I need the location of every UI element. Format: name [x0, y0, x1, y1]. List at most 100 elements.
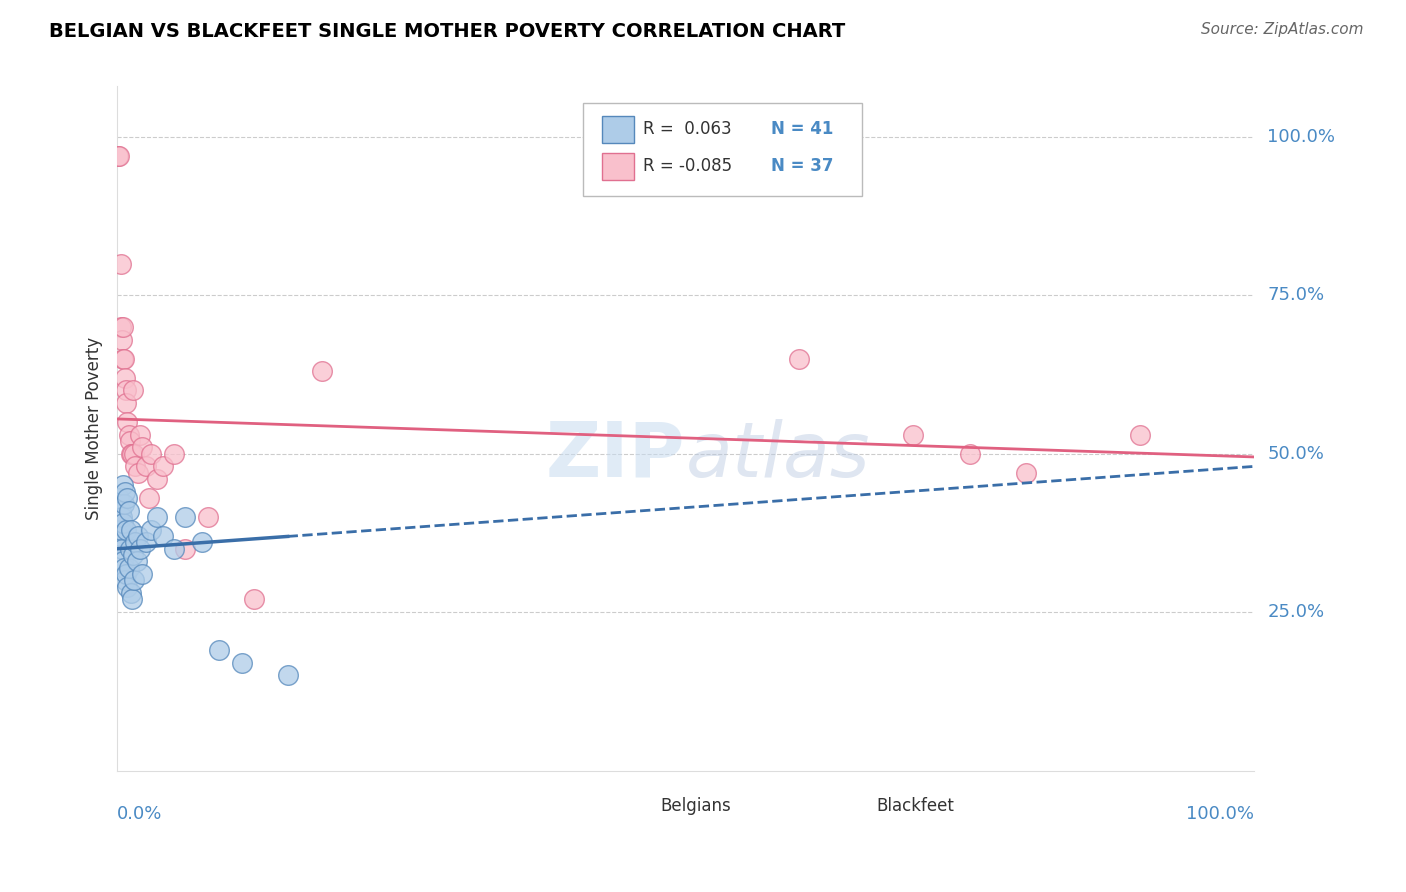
Point — [127, 466, 149, 480]
Point — [787, 351, 810, 366]
Point — [115, 567, 138, 582]
Point — [120, 523, 142, 537]
FancyBboxPatch shape — [583, 103, 862, 196]
Point — [115, 396, 138, 410]
Text: atlas: atlas — [686, 419, 870, 492]
Point — [129, 541, 152, 556]
Point — [110, 523, 132, 537]
Point — [111, 541, 134, 556]
Point — [111, 478, 134, 492]
Point — [163, 541, 186, 556]
Point — [117, 415, 139, 429]
Point — [120, 447, 142, 461]
Point — [135, 459, 157, 474]
Point — [197, 510, 219, 524]
Point — [146, 472, 169, 486]
Point — [110, 257, 132, 271]
Point — [111, 516, 134, 531]
Point — [112, 351, 135, 366]
Point — [122, 574, 145, 588]
Point — [138, 491, 160, 505]
Point — [110, 320, 132, 334]
Point — [115, 384, 138, 398]
Point — [114, 484, 136, 499]
Text: 75.0%: 75.0% — [1267, 286, 1324, 304]
Point — [111, 351, 134, 366]
Point — [152, 459, 174, 474]
Point — [111, 554, 134, 568]
Point — [141, 523, 163, 537]
Point — [174, 541, 197, 556]
Point — [107, 149, 129, 163]
Text: 50.0%: 50.0% — [1267, 445, 1324, 463]
Point — [117, 561, 139, 575]
Y-axis label: Single Mother Poverty: Single Mother Poverty — [86, 337, 103, 520]
Point — [121, 447, 143, 461]
Bar — [603, 116, 634, 143]
Point — [1015, 466, 1038, 480]
Text: R = -0.085: R = -0.085 — [644, 157, 733, 176]
Point — [122, 447, 145, 461]
Point — [129, 427, 152, 442]
Text: BELGIAN VS BLACKFEET SINGLE MOTHER POVERTY CORRELATION CHART: BELGIAN VS BLACKFEET SINGLE MOTHER POVER… — [49, 22, 845, 41]
Point — [959, 447, 981, 461]
Text: 25.0%: 25.0% — [1267, 603, 1324, 621]
Point — [115, 523, 138, 537]
Point — [110, 504, 132, 518]
Point — [127, 529, 149, 543]
Point — [117, 504, 139, 518]
Point — [107, 535, 129, 549]
Bar — [603, 153, 634, 180]
Point — [146, 510, 169, 524]
Point — [163, 447, 186, 461]
Text: 0.0%: 0.0% — [117, 805, 163, 823]
Point — [108, 529, 131, 543]
Text: N = 37: N = 37 — [770, 157, 834, 176]
Point — [131, 567, 153, 582]
Text: ZIP: ZIP — [546, 419, 686, 492]
Point — [124, 459, 146, 474]
Point — [1129, 427, 1152, 442]
Text: Source: ZipAtlas.com: Source: ZipAtlas.com — [1201, 22, 1364, 37]
Point — [122, 548, 145, 562]
Text: N = 41: N = 41 — [770, 120, 832, 138]
Point — [231, 656, 253, 670]
Point — [108, 491, 131, 505]
Bar — [834, 795, 868, 818]
Point — [117, 580, 139, 594]
Point — [112, 561, 135, 575]
Text: Blackfeet: Blackfeet — [876, 797, 955, 815]
Point — [152, 529, 174, 543]
Bar — [617, 795, 651, 818]
Point — [111, 333, 134, 347]
Point — [111, 320, 134, 334]
Point — [131, 441, 153, 455]
Text: 100.0%: 100.0% — [1185, 805, 1254, 823]
Point — [117, 491, 139, 505]
Point — [118, 434, 141, 449]
Point — [114, 574, 136, 588]
Text: Belgians: Belgians — [661, 797, 731, 815]
Point — [901, 427, 924, 442]
Point — [108, 149, 131, 163]
Point — [311, 364, 333, 378]
Point — [112, 498, 135, 512]
Point — [135, 535, 157, 549]
Point — [277, 668, 299, 682]
Text: 100.0%: 100.0% — [1267, 128, 1336, 146]
Point — [141, 447, 163, 461]
Point — [122, 384, 145, 398]
Point — [125, 554, 148, 568]
Point — [174, 510, 197, 524]
Point — [242, 592, 264, 607]
Point — [124, 535, 146, 549]
Point — [117, 427, 139, 442]
Point — [111, 510, 134, 524]
Point — [120, 586, 142, 600]
Point — [208, 643, 231, 657]
Point — [191, 535, 214, 549]
Point — [121, 592, 143, 607]
Point — [114, 370, 136, 384]
Point — [118, 541, 141, 556]
Text: R =  0.063: R = 0.063 — [644, 120, 733, 138]
